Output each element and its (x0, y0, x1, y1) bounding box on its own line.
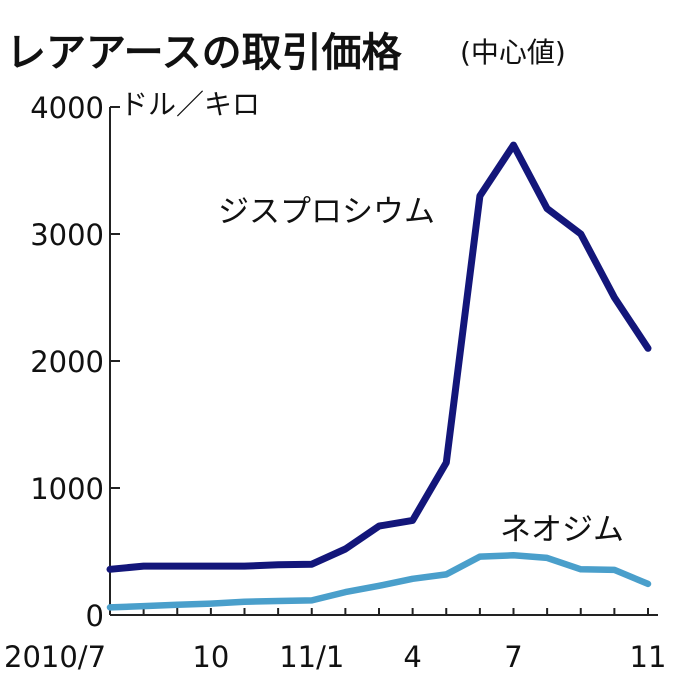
y-axis-unit: ドル／キロ (120, 88, 260, 121)
x-axis-ticks: 2010/7 10 11/1 4 7 11 (4, 608, 666, 674)
x-tick-label: 7 (504, 640, 522, 674)
x-tick-label: 2010/7 (4, 640, 106, 674)
x-tick-label: 11 (630, 640, 667, 674)
chart-title: レアアースの取引価格 (6, 30, 403, 76)
y-tick-label: 0 (86, 599, 104, 633)
y-tick-label: 2000 (30, 345, 104, 379)
series-line-dysprosium (106, 141, 652, 573)
x-tick-label: 4 (403, 640, 421, 674)
series-lines (106, 141, 652, 611)
y-tick-label: 4000 (30, 91, 104, 125)
series-line-neodymium (106, 552, 652, 611)
y-tick-label: 1000 (30, 472, 104, 506)
y-tick-label: 3000 (30, 218, 104, 252)
chart-subtitle: (中心値) (460, 36, 566, 69)
series-label-neodymium: ネオジム (500, 512, 624, 548)
series-label-dysprosium: ジスプロシウム (218, 194, 435, 230)
y-axis-ticks: 0 1000 2000 3000 4000 (30, 91, 120, 633)
x-tick-label: 11/1 (279, 640, 344, 674)
x-tick-label: 10 (192, 640, 229, 674)
